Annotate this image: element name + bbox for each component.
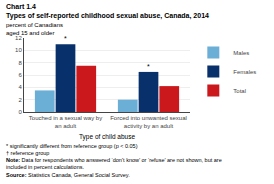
svg-text:2: 2 <box>18 97 22 103</box>
svg-text:† reference group: † reference group <box>6 150 49 156</box>
svg-text:Touched in a sexual way byan a: Touched in a sexual way byan adult <box>29 115 102 129</box>
svg-text:Females: Females <box>233 69 256 75</box>
svg-text:10: 10 <box>15 47 22 53</box>
svg-text:Males: Males <box>233 50 249 56</box>
svg-text:Forced into unwanted sexualact: Forced into unwanted sexualactivity by a… <box>110 115 187 129</box>
svg-text:percent of Canadiansaged 15 an: percent of Canadiansaged 15 and older <box>6 22 63 36</box>
svg-text:12: 12 <box>15 35 22 41</box>
svg-text:0: 0 <box>18 109 22 115</box>
svg-text:Total: Total <box>233 88 246 94</box>
svg-text:Note: Data for respondents who: Note: Data for respondents who answered … <box>6 157 222 170</box>
svg-text:Source: Statistics Canada, Gen: Source: Statistics Canada, General Socia… <box>6 172 130 178</box>
svg-text:8: 8 <box>18 60 22 66</box>
svg-text:*: * <box>64 35 67 42</box>
svg-text:* significantly different from: * significantly different from reference… <box>6 143 138 149</box>
svg-text:Chart 1.4: Chart 1.4 <box>6 3 36 10</box>
svg-text:6: 6 <box>18 72 22 78</box>
svg-text:4: 4 <box>18 84 22 90</box>
svg-text:Type of child abuse: Type of child abuse <box>79 133 135 141</box>
svg-text:*: * <box>147 63 150 70</box>
svg-text:Types of self-reported childho: Types of self-reported childhood sexual … <box>6 12 209 20</box>
